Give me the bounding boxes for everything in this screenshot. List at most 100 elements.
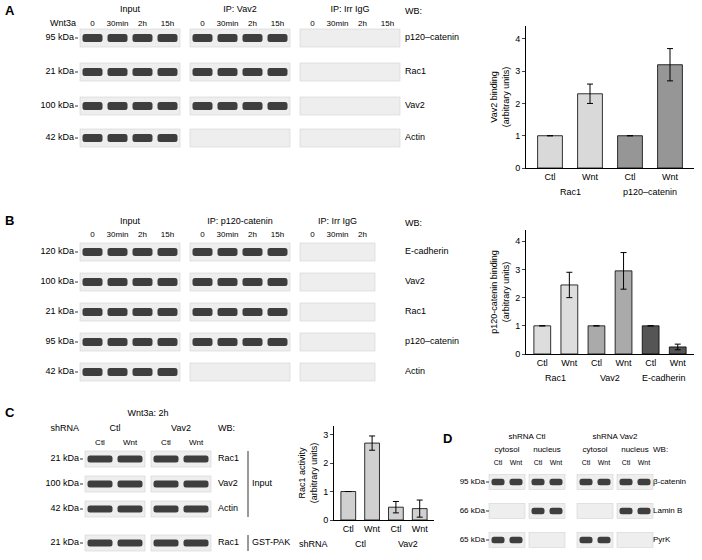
svg-text:Ctl: Ctl [591,358,602,368]
svg-text:Wnt: Wnt [616,358,633,368]
svg-text:100 kDa: 100 kDa [40,100,74,110]
svg-text:cytosol: cytosol [583,445,608,454]
svg-text:2h: 2h [248,19,257,28]
svg-text:0: 0 [200,230,205,239]
svg-text:Wnt3a: Wnt3a [50,18,76,28]
svg-text:1: 1 [323,487,328,497]
svg-text:Ctl: Ctl [625,172,636,182]
svg-text:shRNA: shRNA [299,539,328,549]
svg-text:Actin: Actin [405,132,425,142]
svg-text:Ctl: Ctl [545,172,556,182]
svg-text:42 kDa: 42 kDa [50,503,79,513]
svg-text:Vav2 binding(arbitrary units): Vav2 binding(arbitrary units) [489,67,511,128]
svg-text:shRNA: shRNA [50,423,79,433]
svg-text:GST-PAK: GST-PAK [252,537,290,547]
svg-text:Wnt: Wnt [189,438,204,447]
svg-text:WB:: WB: [405,218,422,228]
svg-text:0: 0 [323,515,328,525]
svg-text:Wnt: Wnt [510,459,523,466]
svg-text:Ctl: Ctl [494,459,503,466]
svg-text:Wnt: Wnt [550,459,563,466]
svg-text:100 kDa: 100 kDa [45,478,79,488]
svg-text:100 kDa: 100 kDa [40,276,74,286]
svg-text:Vav2: Vav2 [398,539,418,549]
svg-text:Input: Input [120,4,141,14]
svg-text:Wnt3a: 2h: Wnt3a: 2h [127,408,168,418]
svg-text:3: 3 [323,430,328,440]
svg-text:shRNA Ctl: shRNA Ctl [509,432,546,441]
svg-text:Rac1: Rac1 [405,306,426,316]
svg-text:Ctl: Ctl [343,524,354,534]
svg-text:cytosol: cytosol [495,445,520,454]
svg-text:30min: 30min [217,19,239,28]
svg-text:Ctl: Ctl [622,459,631,466]
svg-text:0: 0 [200,19,205,28]
svg-text:C: C [5,405,15,420]
svg-text:4: 4 [515,236,520,246]
svg-text:Wnt: Wnt [123,438,138,447]
svg-text:2h: 2h [138,19,147,28]
svg-text:p120–catenin: p120–catenin [623,187,677,197]
svg-text:IP: Vav2: IP: Vav2 [223,4,256,14]
svg-text:Ctl: Ctl [537,358,548,368]
svg-text:15h: 15h [161,19,174,28]
svg-text:Vav2: Vav2 [218,478,238,488]
svg-text:2h: 2h [138,230,147,239]
svg-text:95 kDa: 95 kDa [45,336,74,346]
svg-text:D: D [443,431,452,446]
svg-text:30min: 30min [107,230,129,239]
svg-text:Rac1: Rac1 [405,66,426,76]
svg-text:Input: Input [252,478,273,488]
svg-text:42 kDa: 42 kDa [45,132,74,142]
svg-text:42 kDa: 42 kDa [45,366,74,376]
svg-text:Wnt: Wnt [662,172,679,182]
svg-text:4: 4 [515,34,520,44]
svg-text:Actin: Actin [405,366,425,376]
svg-text:Wnt: Wnt [582,172,599,182]
svg-text:30min: 30min [327,19,349,28]
svg-text:Ctl: Ctl [110,423,121,433]
svg-text:Rac1: Rac1 [218,537,239,547]
svg-text:Wnt: Wnt [412,524,429,534]
svg-text:2: 2 [323,458,328,468]
svg-text:2h: 2h [358,230,367,239]
svg-text:0: 0 [90,19,95,28]
svg-text:PyrK: PyrK [653,535,671,544]
svg-text:65 kDa: 65 kDa [460,535,486,544]
svg-text:15h: 15h [271,230,284,239]
svg-text:95 kDa: 95 kDa [45,32,74,42]
svg-text:120 kDa: 120 kDa [40,246,74,256]
svg-text:15h: 15h [161,230,174,239]
svg-text:1: 1 [515,131,520,141]
svg-text:Rac1: Rac1 [218,453,239,463]
svg-text:Wnt: Wnt [638,459,651,466]
svg-text:95 kDa: 95 kDa [460,477,486,486]
svg-text:WB:: WB: [218,423,235,433]
svg-text:Input: Input [120,216,141,226]
svg-text:21 kDa: 21 kDa [45,66,74,76]
svg-text:E-cadherin: E-cadherin [642,373,686,383]
svg-text:0: 0 [515,349,520,359]
svg-text:Wnt: Wnt [598,459,611,466]
svg-text:Ctl: Ctl [95,438,105,447]
svg-text:Actin: Actin [218,503,238,513]
svg-text:30min: 30min [217,230,239,239]
svg-text:WB:: WB: [405,6,422,16]
svg-text:0: 0 [310,230,315,239]
svg-text:E-cadherin: E-cadherin [405,246,449,256]
svg-text:A: A [5,3,15,18]
svg-text:Lamin B: Lamin B [653,506,682,515]
svg-text:Ctl: Ctl [390,524,401,534]
svg-text:Ctl: Ctl [534,459,543,466]
svg-text:0: 0 [310,19,315,28]
svg-text:p120–catenin: p120–catenin [405,336,459,346]
svg-text:Rac1 activity(arbitrary units): Rac1 activity(arbitrary units) [297,443,319,504]
svg-text:IP: Irr IgG: IP: Irr IgG [330,4,369,14]
svg-text:0: 0 [515,163,520,173]
svg-text:Vav2: Vav2 [405,100,425,110]
svg-text:30min: 30min [327,230,349,239]
svg-text:3: 3 [515,66,520,76]
svg-text:1: 1 [515,321,520,331]
svg-text:Ctl: Ctl [645,358,656,368]
svg-text:p120-catenin binding(arbitrary: p120-catenin binding(arbitrary units) [489,250,511,334]
